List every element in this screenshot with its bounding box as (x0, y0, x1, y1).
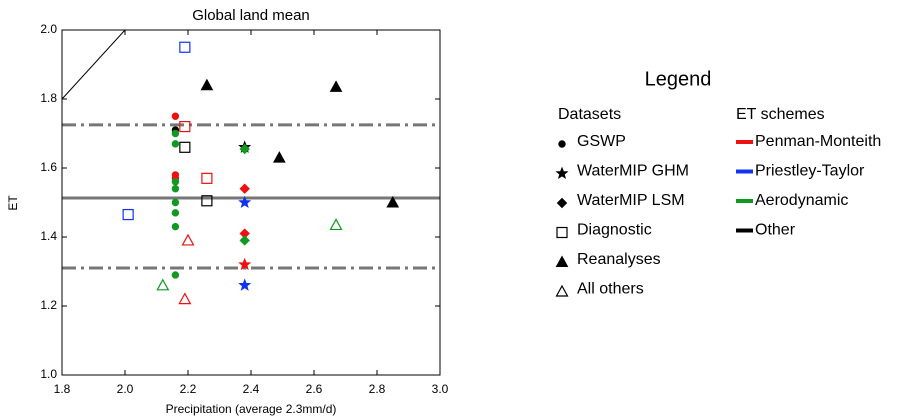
legend-label: WaterMIP GHM (577, 163, 689, 180)
chart-title: Global land mean (192, 7, 310, 24)
point (201, 172, 213, 184)
point (179, 41, 191, 53)
point (171, 222, 180, 231)
point (178, 292, 192, 305)
point (179, 141, 191, 153)
x-axis-label: Precipitation (average 2.3mm/d) (166, 402, 337, 416)
point (386, 195, 400, 208)
y-tick-label: 1.2 (40, 298, 57, 312)
point (239, 183, 250, 194)
legend-marker (555, 284, 569, 297)
point (171, 209, 180, 217)
x-tick-label: 2.0 (117, 382, 134, 396)
point (122, 208, 134, 221)
point (329, 80, 343, 92)
plot-frame (61, 29, 441, 376)
x-tick-label: 2.2 (180, 382, 197, 396)
legend-swatch (736, 169, 753, 174)
point (171, 178, 180, 186)
point (156, 278, 170, 291)
legend-marker (555, 166, 569, 180)
x-tick-label: 3.0 (432, 382, 449, 396)
y-tick-label: 1.8 (40, 91, 57, 105)
x-tick-label: 1.8 (54, 382, 71, 396)
legend-swatch (736, 140, 753, 144)
point (179, 120, 191, 133)
legend-label: All others (577, 281, 644, 298)
x-tick-label: 2.4 (243, 382, 260, 396)
legend-marker (556, 226, 568, 239)
point (171, 140, 180, 148)
point (171, 271, 180, 279)
legend-marker (555, 255, 569, 267)
point (171, 112, 180, 120)
legend-label: Priestley-Taylor (755, 163, 865, 180)
y-tick-label: 1.0 (40, 367, 57, 381)
legend-label: Diagnostic (577, 222, 652, 239)
legend-label: WaterMIP LSM (577, 192, 685, 209)
point (238, 278, 252, 291)
point (171, 185, 180, 193)
point (171, 129, 180, 138)
legend-swatch (736, 228, 753, 233)
legend-label: Other (755, 222, 796, 239)
point (238, 257, 252, 271)
legend-label: Aerodynamic (755, 192, 848, 209)
legend-marker (558, 140, 566, 148)
point (329, 218, 343, 231)
legend-label: Reanalyses (577, 251, 661, 268)
point (238, 195, 252, 209)
legend-subtitle: Datasets (558, 106, 621, 123)
point (171, 198, 180, 207)
legend-label: Penman-Monteith (755, 133, 881, 150)
point (201, 195, 213, 207)
y-axis-label: ET (6, 195, 20, 211)
x-tick-label: 2.6 (306, 382, 323, 396)
point (181, 233, 195, 246)
one-to-one-line (62, 30, 126, 100)
y-tick-label: 1.6 (40, 160, 57, 174)
legend-title: Legend (645, 68, 712, 90)
legend-subtitle: ET schemes (736, 106, 825, 123)
point (273, 151, 286, 163)
point (200, 78, 214, 91)
point (239, 235, 250, 246)
y-tick-label: 1.4 (40, 229, 57, 243)
x-tick-label: 2.8 (369, 382, 386, 396)
y-tick-label: 2.0 (40, 22, 57, 36)
legend-marker (556, 197, 568, 209)
legend-label: GSWP (577, 133, 626, 150)
point (239, 143, 250, 155)
legend-swatch (736, 199, 753, 203)
